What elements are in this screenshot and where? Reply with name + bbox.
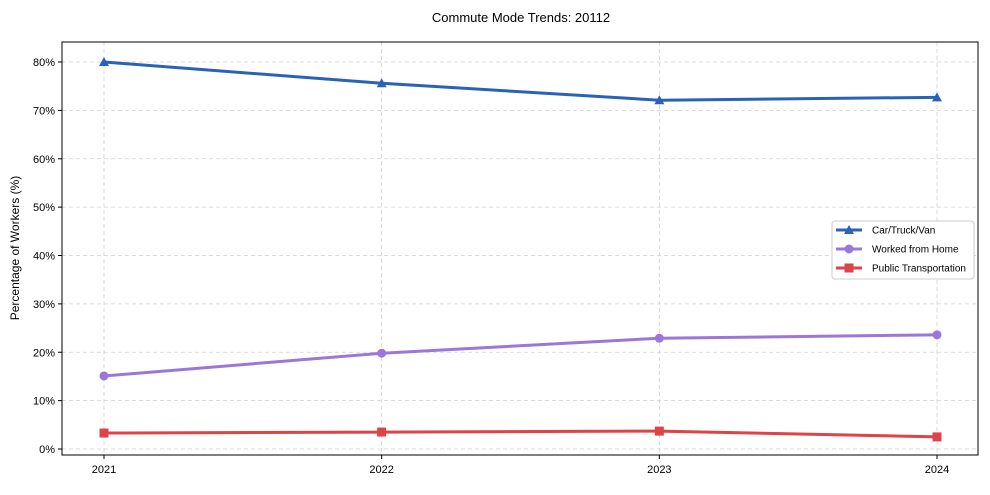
legend-box bbox=[831, 220, 975, 280]
data-point bbox=[654, 95, 665, 105]
data-point bbox=[377, 348, 387, 358]
x-tick-label: 2022 bbox=[369, 464, 393, 476]
y-tick-label: 40% bbox=[33, 251, 55, 263]
data-point bbox=[99, 428, 109, 438]
ticks: 0% 10% 20% 30% 40% 50% 60% 70% 80% 2021 2022 2023 20… bbox=[33, 57, 949, 476]
y-tick-label: 60% bbox=[33, 154, 55, 166]
data-point bbox=[376, 78, 387, 88]
legend: Car/Truck/Van Worked from Home Public Tran… bbox=[831, 220, 975, 280]
series-car-truck-van bbox=[99, 57, 942, 105]
y-axis-label: Percentage of Workers (%) bbox=[8, 176, 22, 321]
chart-title: Commute Mode Trends: 20112 bbox=[432, 10, 610, 25]
data-point bbox=[99, 57, 109, 66]
y-tick-label: 50% bbox=[33, 202, 55, 214]
series-worked-from-home bbox=[99, 330, 942, 381]
y-tick-label: 0% bbox=[39, 444, 55, 456]
series-line bbox=[103, 429, 938, 439]
y-tick-label: 20% bbox=[33, 347, 55, 359]
data-point bbox=[932, 92, 942, 102]
legend-label: Worked from Home bbox=[872, 245, 959, 256]
data-point bbox=[932, 330, 942, 340]
x-tick-label: 2021 bbox=[92, 464, 116, 476]
x-tick-label: 2023 bbox=[647, 464, 671, 476]
series-lines bbox=[99, 57, 942, 442]
series-line bbox=[103, 333, 938, 378]
legend-label: Public Transportation bbox=[872, 264, 966, 275]
y-tick-label: 70% bbox=[33, 105, 55, 117]
y-tick-label: 10% bbox=[33, 396, 55, 408]
data-point bbox=[932, 432, 942, 442]
plot-frame bbox=[61, 41, 979, 456]
legend-marker bbox=[844, 244, 854, 254]
grid bbox=[62, 42, 978, 455]
legend-marker bbox=[844, 263, 854, 273]
series-line bbox=[103, 60, 938, 102]
data-point bbox=[377, 427, 387, 437]
data-point bbox=[99, 371, 109, 381]
legend-marker bbox=[844, 225, 854, 234]
data-point bbox=[654, 426, 664, 436]
series-public-transportation bbox=[99, 426, 942, 442]
y-tick-label: 30% bbox=[33, 299, 55, 311]
legend-label: Car/Truck/Van bbox=[872, 226, 935, 237]
x-tick-label: 2024 bbox=[925, 464, 949, 476]
y-tick-label: 80% bbox=[33, 57, 55, 69]
data-point bbox=[654, 333, 664, 343]
